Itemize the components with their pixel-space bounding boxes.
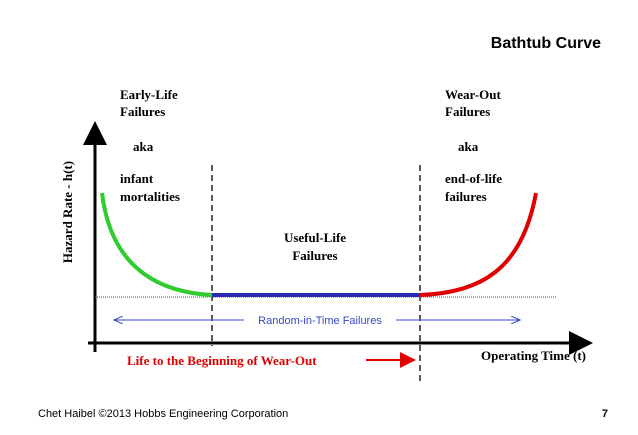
- early-alt: infant: [120, 171, 154, 186]
- random-label: Random-in-Time Failures: [258, 315, 382, 327]
- early-label: Failures: [120, 104, 165, 119]
- wear-label: Failures: [445, 104, 490, 119]
- wear-curve: [419, 192, 538, 297]
- early-curve: [100, 192, 213, 297]
- early-alt: mortalities: [120, 189, 180, 204]
- title: Bathtub Curve: [491, 35, 601, 52]
- wear-alt: failures: [445, 189, 487, 204]
- wear-alt: end-of-life: [445, 171, 502, 186]
- wear-aka: aka: [458, 139, 479, 154]
- label-bg: [244, 312, 396, 328]
- early-aka: aka: [133, 139, 154, 154]
- y-axis-label: Hazard Rate - h(t): [60, 161, 75, 263]
- life-label: Life to the Beginning of Wear-Out: [127, 353, 317, 368]
- x-axis-label: Operating Time (t): [481, 348, 586, 363]
- footer-credit: Chet Haibel ©2013 Hobbs Engineering Corp…: [38, 408, 288, 420]
- wear-label: Wear-Out: [445, 87, 502, 102]
- useful-label: Useful-Life: [284, 230, 346, 245]
- useful-label: Failures: [292, 248, 337, 263]
- page-number: 7: [602, 408, 608, 420]
- early-label: Early-Life: [120, 87, 178, 102]
